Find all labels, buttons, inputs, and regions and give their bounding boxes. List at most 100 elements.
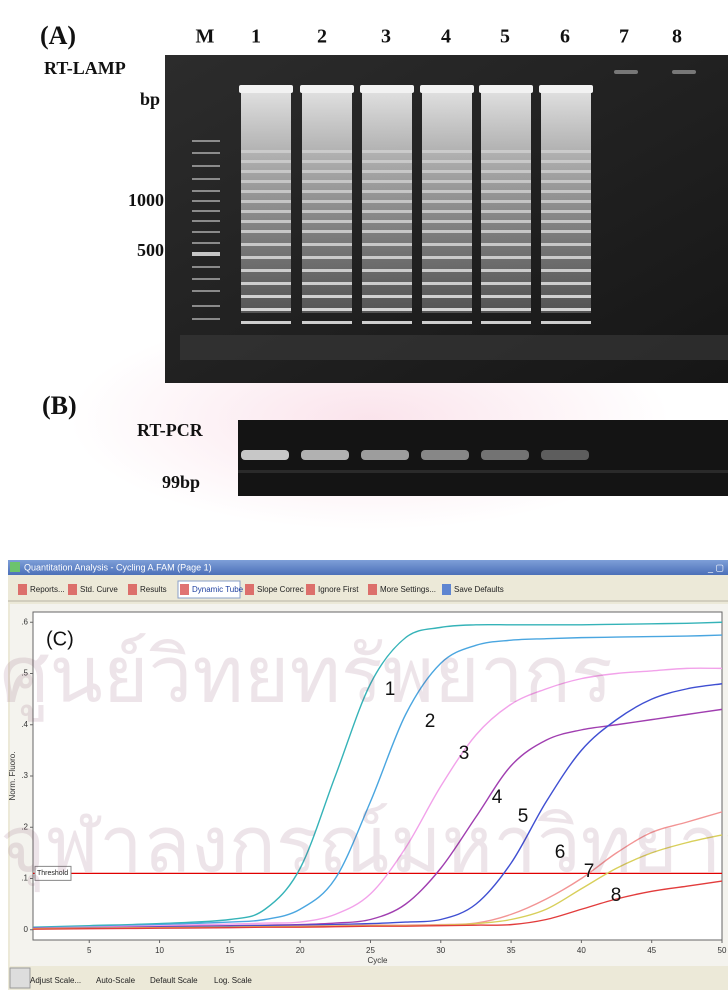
band bbox=[302, 200, 352, 203]
band bbox=[422, 170, 472, 173]
band bbox=[241, 200, 291, 203]
band bbox=[481, 200, 531, 203]
well bbox=[479, 85, 533, 93]
band bbox=[362, 170, 412, 173]
lane-label: 1 bbox=[251, 26, 261, 48]
band bbox=[541, 200, 591, 203]
band bbox=[302, 321, 352, 324]
toolbar-label: More Settings... bbox=[380, 585, 436, 594]
band bbox=[422, 180, 472, 183]
band bbox=[241, 256, 291, 259]
toolbar-label: Slope Correct bbox=[257, 585, 307, 594]
band bbox=[302, 282, 352, 285]
ladder-band bbox=[192, 231, 220, 233]
y-tick-label: 0 bbox=[24, 925, 29, 934]
band bbox=[541, 170, 591, 173]
band bbox=[481, 190, 531, 193]
pin-button[interactable] bbox=[10, 968, 30, 988]
band bbox=[241, 321, 291, 324]
panel-label: (A) bbox=[40, 21, 76, 50]
band bbox=[241, 282, 291, 285]
band bbox=[302, 170, 352, 173]
footer-button[interactable]: Default Scale bbox=[150, 976, 198, 985]
band bbox=[241, 190, 291, 193]
band bbox=[302, 180, 352, 183]
ladder-band bbox=[192, 178, 220, 180]
toolbar-icon bbox=[128, 584, 137, 595]
toolbar-label: Save Defaults bbox=[454, 585, 504, 594]
toolbar-label: Std. Curve bbox=[80, 585, 118, 594]
lane-label: 4 bbox=[441, 26, 451, 48]
x-tick-label: 10 bbox=[155, 946, 164, 955]
band bbox=[422, 256, 472, 259]
band bbox=[362, 220, 412, 223]
size-label: 99bp bbox=[162, 472, 200, 492]
band bbox=[481, 269, 531, 272]
band bbox=[481, 321, 531, 324]
band bbox=[422, 243, 472, 246]
band bbox=[541, 210, 591, 213]
toolbar-icon bbox=[18, 584, 27, 595]
band bbox=[362, 190, 412, 193]
window-icon bbox=[10, 562, 20, 572]
band bbox=[302, 308, 352, 311]
ladder-band bbox=[192, 152, 220, 154]
band bbox=[422, 200, 472, 203]
pcr-band bbox=[481, 450, 529, 460]
x-axis-label: Cycle bbox=[367, 956, 388, 965]
band bbox=[241, 160, 291, 163]
band bbox=[362, 180, 412, 183]
well bbox=[614, 70, 638, 74]
x-tick-label: 30 bbox=[436, 946, 445, 955]
marker-label: 500 bbox=[137, 240, 164, 260]
band bbox=[302, 256, 352, 259]
well bbox=[239, 85, 293, 93]
x-tick-label: 25 bbox=[366, 946, 375, 955]
ladder-band bbox=[192, 278, 220, 280]
band bbox=[422, 190, 472, 193]
lane-label: 3 bbox=[381, 26, 391, 48]
band bbox=[241, 180, 291, 183]
lane-label: 5 bbox=[500, 26, 510, 48]
band bbox=[481, 220, 531, 223]
ladder-band bbox=[192, 305, 220, 307]
x-tick-label: 5 bbox=[87, 946, 92, 955]
band bbox=[362, 308, 412, 311]
y-tick-label: .3 bbox=[21, 771, 28, 780]
band bbox=[302, 150, 352, 153]
band bbox=[362, 160, 412, 163]
ladder-band bbox=[192, 318, 220, 320]
window-controls[interactable]: _ ▢ bbox=[707, 562, 724, 572]
toolbar-icon bbox=[68, 584, 77, 595]
page: { "figure_a": {"label": "(A)", "lanes": … bbox=[0, 0, 728, 990]
band bbox=[481, 180, 531, 183]
band bbox=[362, 230, 412, 233]
band bbox=[541, 230, 591, 233]
pcr-band bbox=[541, 450, 589, 460]
footer-button[interactable]: Adjust Scale... bbox=[30, 976, 81, 985]
ladder-band bbox=[192, 140, 220, 142]
well bbox=[300, 85, 354, 93]
band bbox=[302, 295, 352, 298]
watermark-text: ศูนย์วิทยทรัพยากร bbox=[0, 630, 613, 721]
band bbox=[302, 190, 352, 193]
footer-button[interactable]: Auto-Scale bbox=[96, 976, 136, 985]
band bbox=[241, 269, 291, 272]
band bbox=[541, 243, 591, 246]
x-tick-label: 15 bbox=[225, 946, 234, 955]
band bbox=[541, 256, 591, 259]
well bbox=[420, 85, 474, 93]
pcr-band bbox=[421, 450, 469, 460]
band bbox=[481, 150, 531, 153]
band bbox=[362, 210, 412, 213]
toolbar-icon bbox=[180, 584, 189, 595]
footer-button[interactable]: Log. Scale bbox=[214, 976, 252, 985]
panel-label: (B) bbox=[42, 391, 77, 420]
ladder-band bbox=[192, 242, 220, 244]
band bbox=[481, 243, 531, 246]
band bbox=[422, 295, 472, 298]
ladder-band bbox=[192, 290, 220, 292]
band bbox=[422, 282, 472, 285]
figure: (A) RT-LAMP bp 1000 500 (B) RT-PCR 99bp … bbox=[0, 0, 728, 990]
toolbar-icon bbox=[442, 584, 451, 595]
